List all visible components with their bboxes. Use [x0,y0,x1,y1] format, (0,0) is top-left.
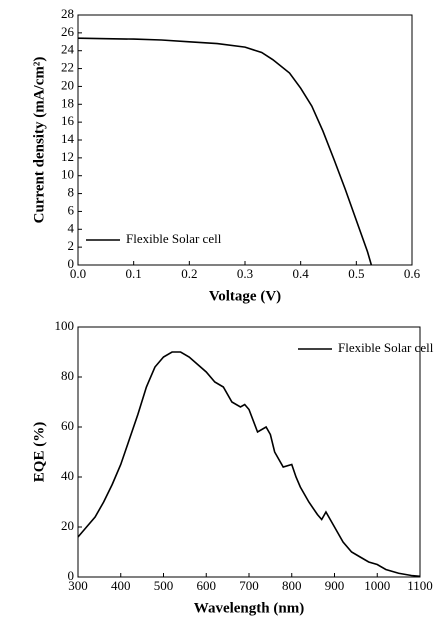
y-tick-label: 20 [61,77,74,92]
x-tick-label: 600 [197,578,217,593]
y-axis-label: Current density (mA/cm²) [31,57,47,224]
y-axis-label: EQE (%) [31,422,47,482]
plot-frame [77,14,413,266]
y-tick-label: 14 [61,131,75,146]
x-tick-label: 1100 [407,578,433,593]
x-tick-label: 700 [239,578,259,593]
y-tick-label: 24 [61,42,75,57]
y-tick-label: 100 [55,318,75,333]
y-tick-label: 18 [61,95,74,110]
x-tick-label: 0.2 [181,266,197,281]
x-tick-label: 500 [154,578,174,593]
x-tick-label: 1000 [364,578,390,593]
x-tick-label: 400 [111,578,131,593]
x-tick-label: 0.3 [237,266,253,281]
legend-label: Flexible Solar cell [338,340,434,355]
x-axis-label: Wavelength (nm) [194,600,304,616]
y-tick-label: 22 [61,60,74,75]
plot-frame [77,326,421,578]
y-tick-label: 60 [61,418,74,433]
y-tick-label: 16 [61,113,75,128]
y-tick-label: 8 [68,185,75,200]
y-tick-label: 80 [61,368,74,383]
x-tick-label: 0.1 [126,266,142,281]
legend-label: Flexible Solar cell [126,231,222,246]
y-tick-label: 26 [61,24,75,39]
y-tick-label: 20 [61,518,74,533]
y-tick-label: 4 [68,220,75,235]
x-tick-label: 0.0 [70,266,86,281]
x-tick-label: 300 [68,578,88,593]
y-tick-label: 10 [61,167,74,182]
x-axis-label: Voltage (V) [209,288,281,304]
y-tick-label: 28 [61,6,74,21]
y-tick-label: 0 [68,568,75,583]
x-tick-label: 0.5 [348,266,364,281]
x-tick-label: 900 [325,578,345,593]
y-tick-label: 0 [68,256,75,271]
data-line [77,37,373,266]
x-tick-label: 0.6 [404,266,421,281]
y-tick-label: 40 [61,468,74,483]
x-tick-label: 0.4 [293,266,310,281]
y-tick-label: 2 [68,238,75,253]
y-tick-label: 12 [61,149,74,164]
data-line [77,351,421,578]
y-tick-label: 6 [68,202,75,217]
x-tick-label: 800 [282,578,302,593]
